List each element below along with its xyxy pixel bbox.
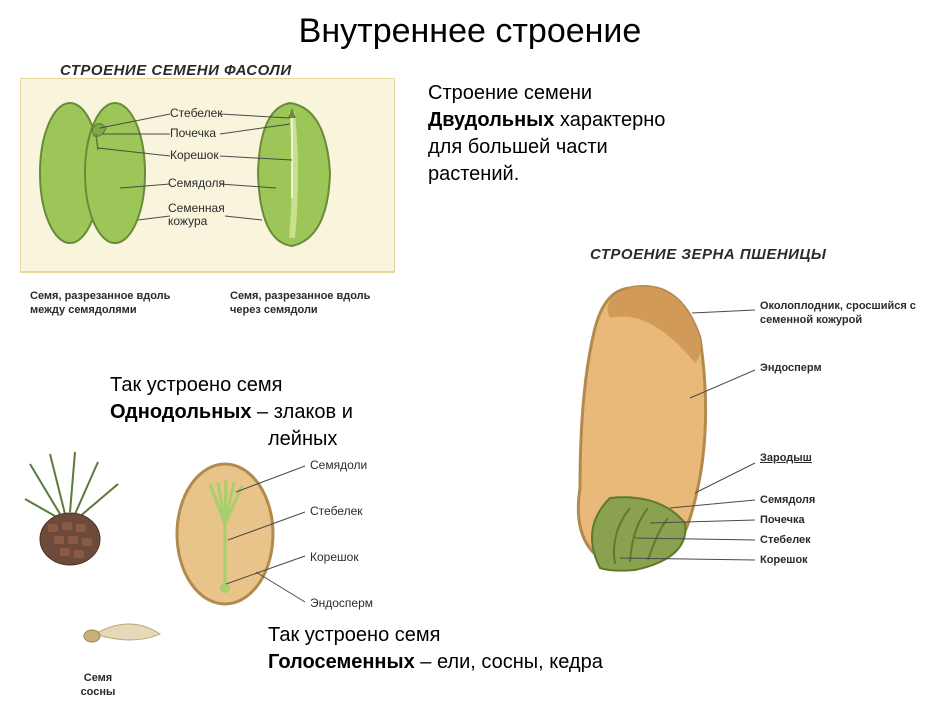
wheat-label-plumule: Почечка — [760, 514, 805, 526]
wheat-label-radicle: Корешок — [760, 554, 808, 566]
dicot-line4: растений. — [428, 161, 848, 188]
pine-seed-caption: Семя сосны — [68, 672, 128, 700]
monocot-description: Так устроено семя Однодольных – злаков и… — [110, 372, 530, 453]
wheat-label-endosperm: Эндосперм — [760, 362, 822, 374]
bean-section-title: СТРОЕНИЕ СЕМЕНИ ФАСОЛИ — [60, 62, 292, 79]
wheat-label-stalk: Стебелек — [760, 534, 811, 546]
bean-label-pochechka: Почечка — [170, 126, 216, 140]
monocot-line2: Однодольных – злаков и — [110, 399, 530, 426]
wheat-label-pericarp: Околоплодник, сросшийся с семенной кожур… — [760, 300, 940, 328]
dicot-line2: Двудольных характерно — [428, 107, 848, 134]
dicot-line1: Строение семени — [428, 80, 848, 107]
bean-caption-left: Семя, разрезанное вдоль между семядолями — [30, 290, 190, 318]
dicot-line3: для большей части — [428, 134, 848, 161]
gymno-description: Так устроено семя Голосеменных – ели, со… — [268, 622, 868, 676]
bean-label-koreshok: Корешок — [170, 148, 219, 162]
pine-label-cotyledons: Семядоли — [310, 458, 367, 472]
pine-label-stalk: Стебелек — [310, 504, 363, 518]
bean-caption-right: Семя, разрезанное вдоль через семядоли — [230, 290, 390, 318]
gymno-line2: Голосеменных – ели, сосны, кедра — [268, 649, 868, 676]
monocot-line1: Так устроено семя — [110, 372, 530, 399]
wheat-label-germ: Зародыш — [760, 452, 812, 464]
dicot-description: Строение семени Двудольных характерно дл… — [428, 80, 848, 188]
wheat-label-cotyledon: Семядоля — [760, 494, 815, 506]
bean-label-stebelek: Стебелек — [170, 106, 223, 120]
bean-label-kozhura: Семенная кожура — [168, 202, 238, 228]
pine-label-endosperm: Эндосперм — [310, 596, 373, 610]
page-title: Внутреннее строение — [0, 0, 940, 51]
pine-cone-icon — [25, 452, 118, 565]
bean-label-semjadolja: Семядоля — [168, 176, 225, 190]
pine-label-radicle: Корешок — [310, 550, 359, 564]
gymno-line1: Так устроено семя — [268, 622, 868, 649]
wheat-section-title: СТРОЕНИЕ ЗЕРНА ПШЕНИЦЫ — [590, 246, 826, 263]
